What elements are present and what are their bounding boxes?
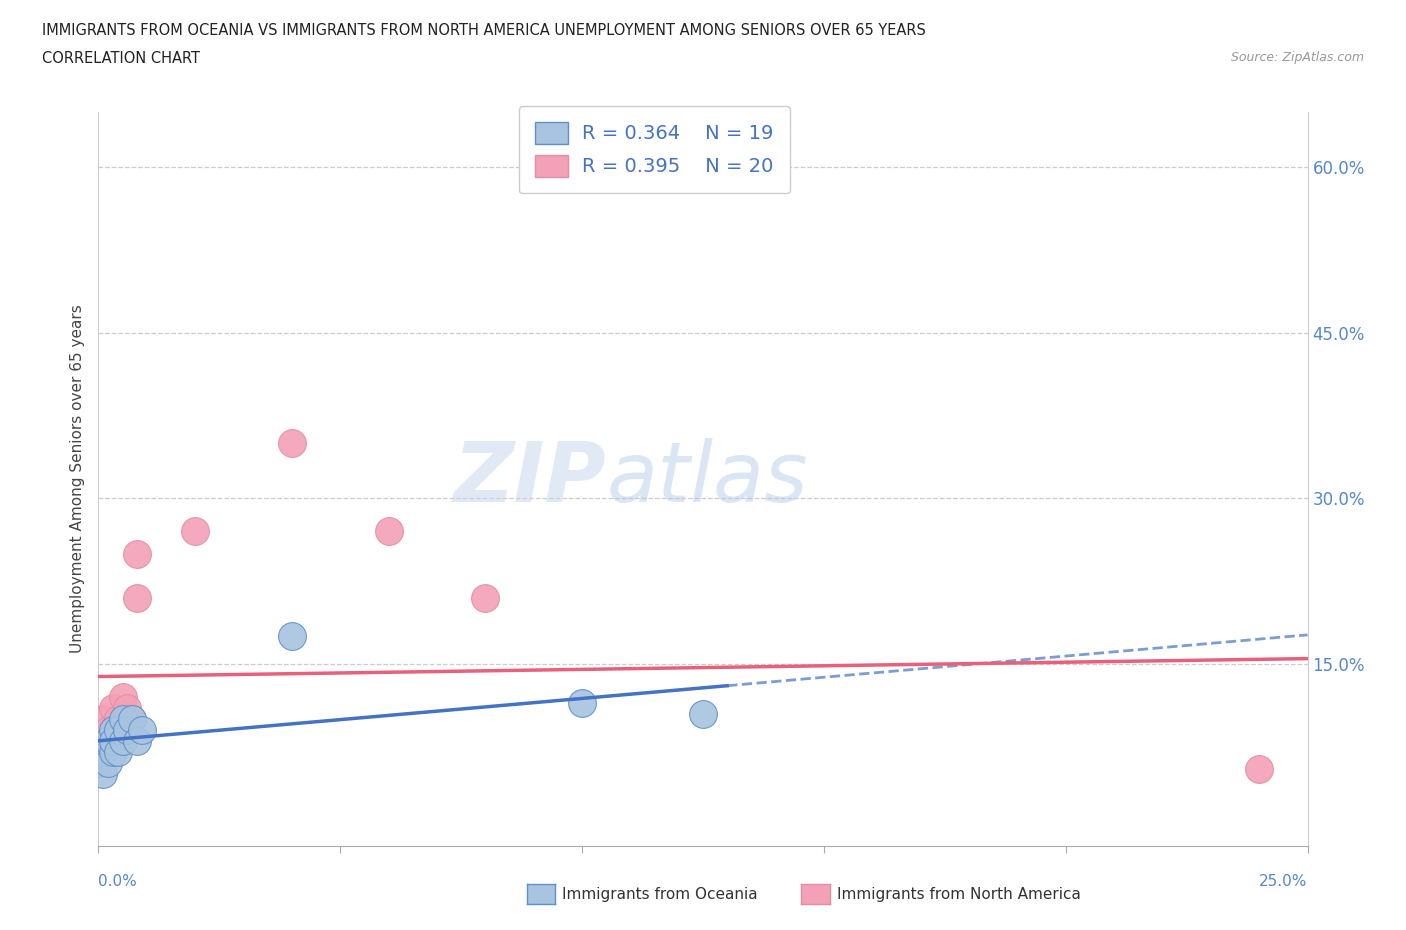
- Point: [101, 734, 124, 749]
- Point: [121, 711, 143, 726]
- Text: 0.0%: 0.0%: [98, 874, 138, 889]
- Point: [97, 756, 120, 771]
- Point: [87, 756, 110, 771]
- Point: [127, 591, 149, 605]
- Text: 25.0%: 25.0%: [1260, 874, 1308, 889]
- Point: [101, 723, 124, 737]
- Point: [97, 734, 120, 749]
- Legend: R = 0.364    N = 19, R = 0.395    N = 20: R = 0.364 N = 19, R = 0.395 N = 20: [519, 106, 790, 193]
- Point: [127, 734, 149, 749]
- Point: [1249, 762, 1271, 777]
- Text: CORRELATION CHART: CORRELATION CHART: [42, 51, 200, 66]
- Point: [131, 723, 153, 737]
- Point: [111, 711, 134, 726]
- Point: [184, 524, 207, 538]
- Point: [91, 711, 114, 726]
- Point: [107, 711, 129, 726]
- Point: [281, 435, 304, 450]
- Text: atlas: atlas: [606, 438, 808, 520]
- Y-axis label: Unemployment Among Seniors over 65 years: Unemployment Among Seniors over 65 years: [69, 305, 84, 653]
- Point: [121, 711, 143, 726]
- Point: [111, 723, 134, 737]
- Point: [101, 745, 124, 760]
- Point: [377, 524, 399, 538]
- Text: Immigrants from Oceania: Immigrants from Oceania: [562, 887, 758, 902]
- Point: [111, 690, 134, 705]
- Point: [101, 701, 124, 716]
- Point: [91, 767, 114, 782]
- Point: [87, 734, 110, 749]
- Point: [571, 696, 593, 711]
- Point: [87, 756, 110, 771]
- Point: [474, 591, 496, 605]
- Point: [97, 734, 120, 749]
- Point: [117, 723, 139, 737]
- Point: [107, 745, 129, 760]
- Point: [91, 745, 114, 760]
- Text: Immigrants from North America: Immigrants from North America: [837, 887, 1080, 902]
- Text: IMMIGRANTS FROM OCEANIA VS IMMIGRANTS FROM NORTH AMERICA UNEMPLOYMENT AMONG SENI: IMMIGRANTS FROM OCEANIA VS IMMIGRANTS FR…: [42, 23, 927, 38]
- Point: [91, 745, 114, 760]
- Point: [692, 706, 714, 721]
- Text: Source: ZipAtlas.com: Source: ZipAtlas.com: [1230, 51, 1364, 64]
- Point: [281, 629, 304, 644]
- Point: [107, 723, 129, 737]
- Point: [117, 701, 139, 716]
- Point: [101, 734, 124, 749]
- Point: [111, 734, 134, 749]
- Text: ZIP: ZIP: [454, 438, 606, 520]
- Point: [127, 546, 149, 561]
- Point: [97, 723, 120, 737]
